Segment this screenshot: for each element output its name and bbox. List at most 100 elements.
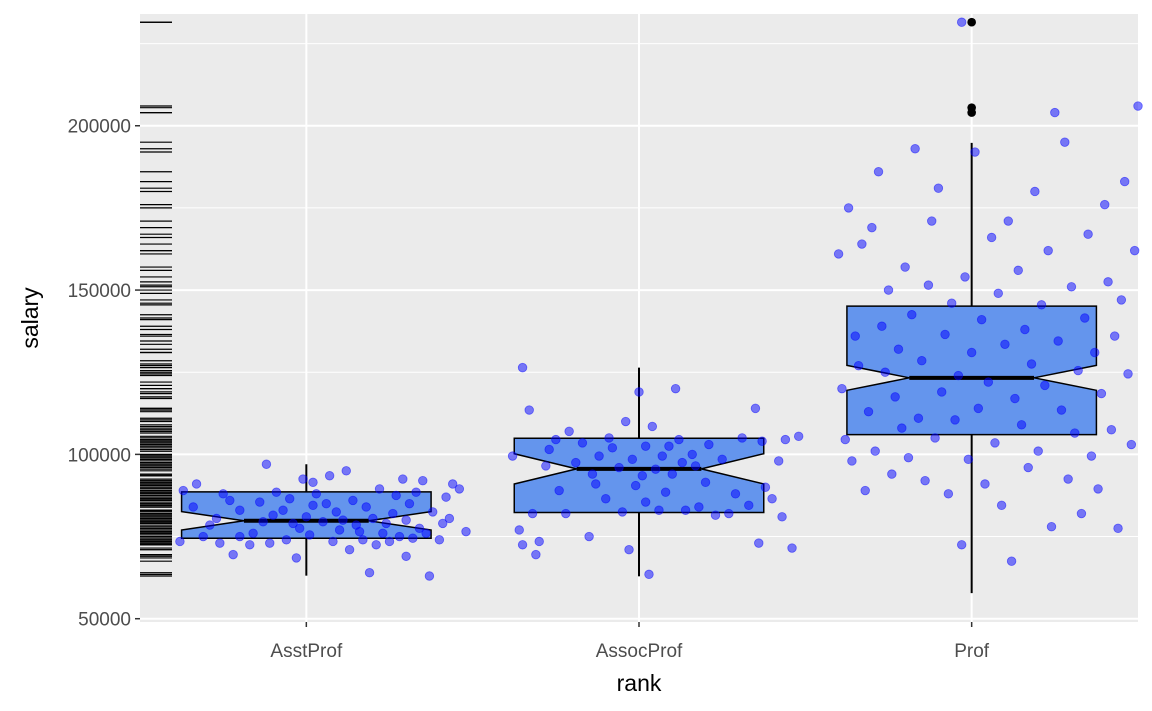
- jitter-point: [308, 500, 318, 511]
- jitter-point: [531, 549, 541, 560]
- jitter-point: [670, 383, 681, 394]
- jitter-point: [211, 513, 222, 524]
- jitter-point: [980, 479, 990, 489]
- jitter-point: [880, 367, 890, 377]
- jitter-point: [1086, 451, 1097, 461]
- jitter-point: [421, 528, 431, 538]
- jitter-point: [847, 456, 857, 466]
- jitter-point: [444, 513, 455, 524]
- jitter-point: [986, 232, 997, 243]
- jitter-points-layer: [175, 17, 1143, 581]
- jitter-point: [564, 426, 574, 437]
- jitter-point: [990, 438, 1000, 448]
- jitter-point: [318, 517, 328, 527]
- jitter-point: [654, 505, 664, 515]
- jitter-point: [304, 530, 315, 540]
- jitter-point: [777, 512, 787, 522]
- jitter-point: [976, 314, 987, 325]
- jitter-point: [637, 471, 648, 481]
- jitter-point: [787, 543, 797, 553]
- jitter-point: [255, 497, 265, 507]
- jitter-point: [188, 502, 198, 512]
- jitter-point: [1010, 393, 1020, 404]
- jitter-point: [534, 536, 544, 547]
- jitter-point: [634, 387, 644, 397]
- jitter-point: [963, 454, 974, 465]
- jitter-point: [514, 525, 524, 535]
- jitter-point: [923, 280, 934, 290]
- jitter-point: [281, 535, 292, 545]
- x-tick-label: Prof: [954, 641, 990, 662]
- jitter-point: [461, 526, 471, 537]
- x-tick-label: AsstProf: [270, 641, 343, 662]
- jitter-point: [448, 479, 458, 489]
- jitter-point: [384, 536, 395, 547]
- jitter-point: [927, 216, 937, 226]
- jitter-point: [388, 508, 398, 519]
- jitter-point: [966, 347, 977, 358]
- jitter-point: [301, 512, 312, 522]
- jitter-point: [291, 553, 302, 563]
- jitter-point: [840, 434, 850, 445]
- jitter-point: [940, 329, 950, 340]
- jitter-point: [843, 203, 854, 213]
- jitter-point: [1100, 199, 1110, 210]
- jitter-point: [404, 498, 415, 509]
- jitter-point: [228, 549, 238, 560]
- jitter-point: [750, 403, 761, 414]
- jitter-point: [1080, 313, 1090, 323]
- jitter-point: [441, 492, 451, 502]
- x-axis: AsstProf AssocProf Prof: [270, 622, 990, 662]
- jitter-point: [1090, 347, 1100, 358]
- jitter-point: [218, 489, 228, 499]
- jitter-point: [1106, 425, 1117, 435]
- jitter-point: [913, 413, 924, 423]
- jitter-point: [368, 513, 378, 524]
- jitter-point: [454, 484, 465, 494]
- outlier-point: [967, 103, 976, 112]
- jitter-point: [408, 533, 418, 543]
- jitter-point: [278, 505, 288, 515]
- jitter-point: [1040, 380, 1050, 391]
- jitter-point: [1070, 428, 1080, 438]
- jitter-point: [414, 523, 425, 534]
- jitter-point: [956, 17, 967, 27]
- jitter-point: [517, 540, 528, 550]
- jitter-point: [554, 485, 564, 496]
- jitter-point: [591, 479, 601, 489]
- jitter-point: [674, 434, 684, 445]
- jitter-point: [285, 494, 295, 504]
- jitter-point: [700, 477, 711, 488]
- jitter-point: [198, 531, 208, 542]
- jitter-point: [1026, 359, 1037, 369]
- jitter-point: [620, 416, 631, 427]
- jitter-point: [524, 405, 534, 415]
- jitter-point: [664, 441, 674, 451]
- jitter-point: [710, 510, 721, 520]
- jitter-point: [650, 464, 661, 474]
- x-tick-label: AssocProf: [596, 641, 683, 662]
- jitter-point: [717, 454, 727, 465]
- y-axis-title: salary: [17, 287, 43, 349]
- jitter-point: [867, 222, 877, 233]
- jitter-point: [624, 544, 634, 555]
- jitter-point: [398, 474, 408, 484]
- jitter-point: [1119, 176, 1130, 187]
- jitter-point: [617, 507, 628, 517]
- jitter-point: [1103, 277, 1113, 287]
- jitter-point: [860, 485, 870, 496]
- jitter-point: [191, 479, 202, 489]
- jitter-point: [507, 451, 518, 461]
- jitter-point: [667, 469, 677, 479]
- jitter-point: [374, 484, 385, 494]
- y-tick-label: 150000: [68, 281, 131, 302]
- jitter-point: [1003, 216, 1013, 226]
- jitter-point: [1013, 265, 1023, 276]
- jitter-point: [943, 489, 954, 499]
- jitter-point: [1129, 245, 1140, 256]
- jitter-point: [1113, 523, 1123, 534]
- jitter-point: [571, 457, 581, 468]
- y-tick-label: 50000: [78, 610, 131, 631]
- jitter-point: [175, 536, 185, 547]
- jitter-point: [640, 497, 651, 507]
